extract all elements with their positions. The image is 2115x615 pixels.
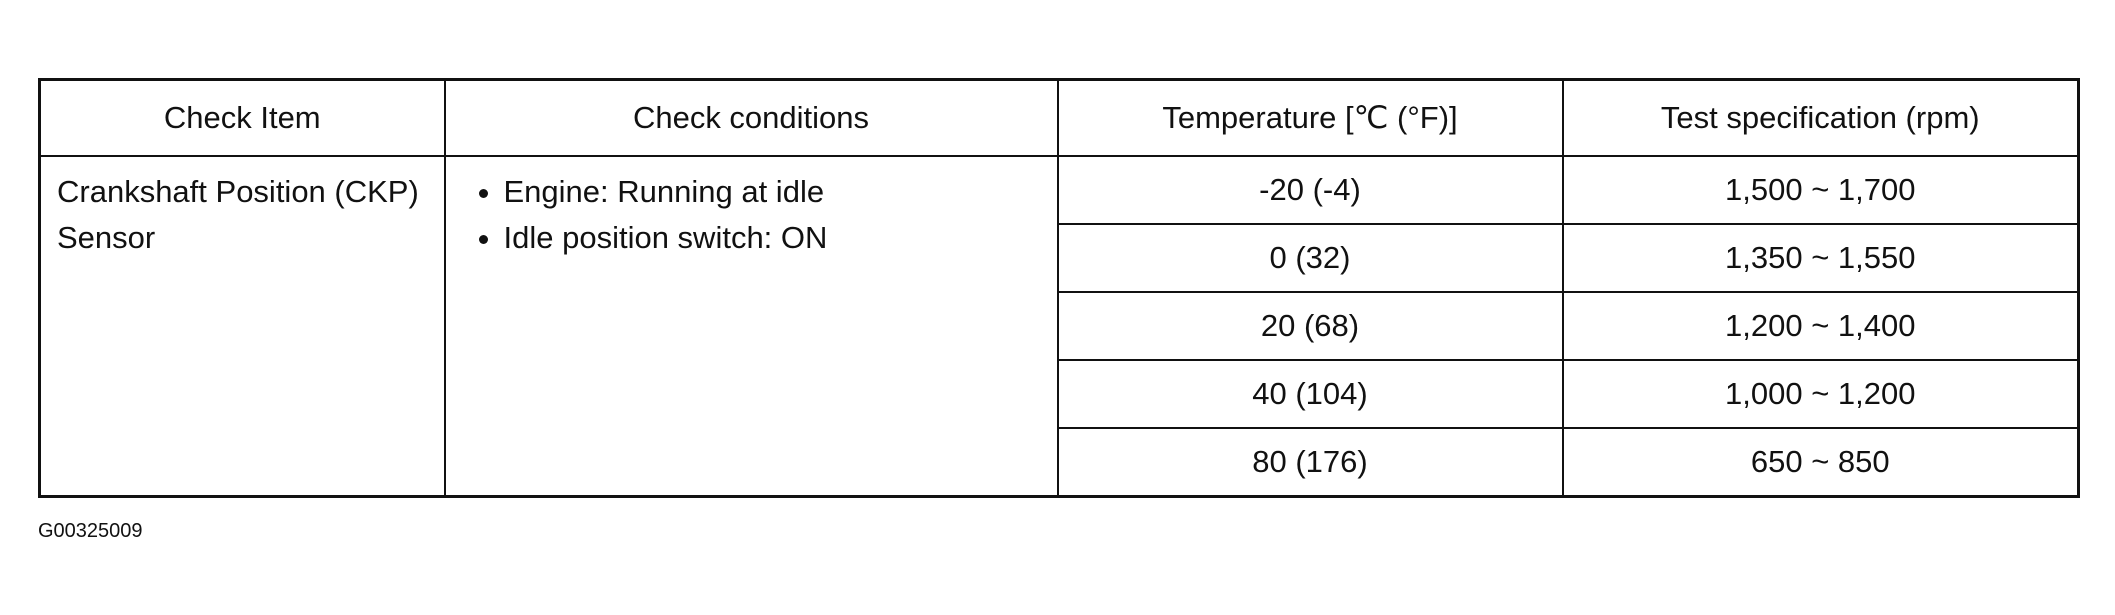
- table-row: 20 (68) 1,200 ~ 1,400: [40, 291, 2080, 361]
- temperature-cell: 0 (32): [1056, 223, 1564, 293]
- spec-cell: 1,200 ~ 1,400: [1561, 291, 2080, 361]
- spec-cell: 650 ~ 850: [1561, 427, 2080, 498]
- header-test-spec: Test specification (rpm): [1561, 78, 2080, 157]
- table-row: 40 (104) 1,000 ~ 1,200: [40, 359, 2080, 429]
- spec-cell: 1,350 ~ 1,550: [1561, 223, 2080, 293]
- header-temperature: Temperature [℃ (°F)]: [1056, 78, 1564, 157]
- table-row: Crankshaft Position (CKP) Sensor Engine:…: [38, 155, 2080, 498]
- temperature-cell: 80 (176): [1056, 427, 1564, 498]
- spec-cell: 1,500 ~ 1,700: [1561, 155, 2080, 225]
- header-check-conditions: Check conditions: [443, 78, 1059, 157]
- temperature-cell: 20 (68): [1056, 291, 1564, 361]
- header-check-item: Check Item: [38, 78, 446, 157]
- spec-cell: 1,000 ~ 1,200: [1561, 359, 2080, 429]
- spec-table: Check Item Check conditions Temperature …: [38, 78, 2080, 498]
- figure-id: G00325009: [38, 520, 143, 542]
- conditions-list: Engine: Running at idle Idle position sw…: [446, 169, 1057, 261]
- condition-item: Idle position switch: ON: [504, 215, 1057, 261]
- check-item-cell: Crankshaft Position (CKP) Sensor: [38, 155, 446, 498]
- temperature-cell: 40 (104): [1056, 359, 1564, 429]
- condition-item: Engine: Running at idle: [504, 169, 1057, 215]
- header-row: Check Item Check conditions Temperature …: [38, 78, 2080, 157]
- table-row: 80 (176) 650 ~ 850: [40, 427, 2080, 498]
- table-row: 0 (32) 1,350 ~ 1,550: [40, 223, 2080, 293]
- conditions-cell: Engine: Running at idle Idle position sw…: [443, 155, 1059, 498]
- temperature-cell: -20 (-4): [1056, 155, 1564, 225]
